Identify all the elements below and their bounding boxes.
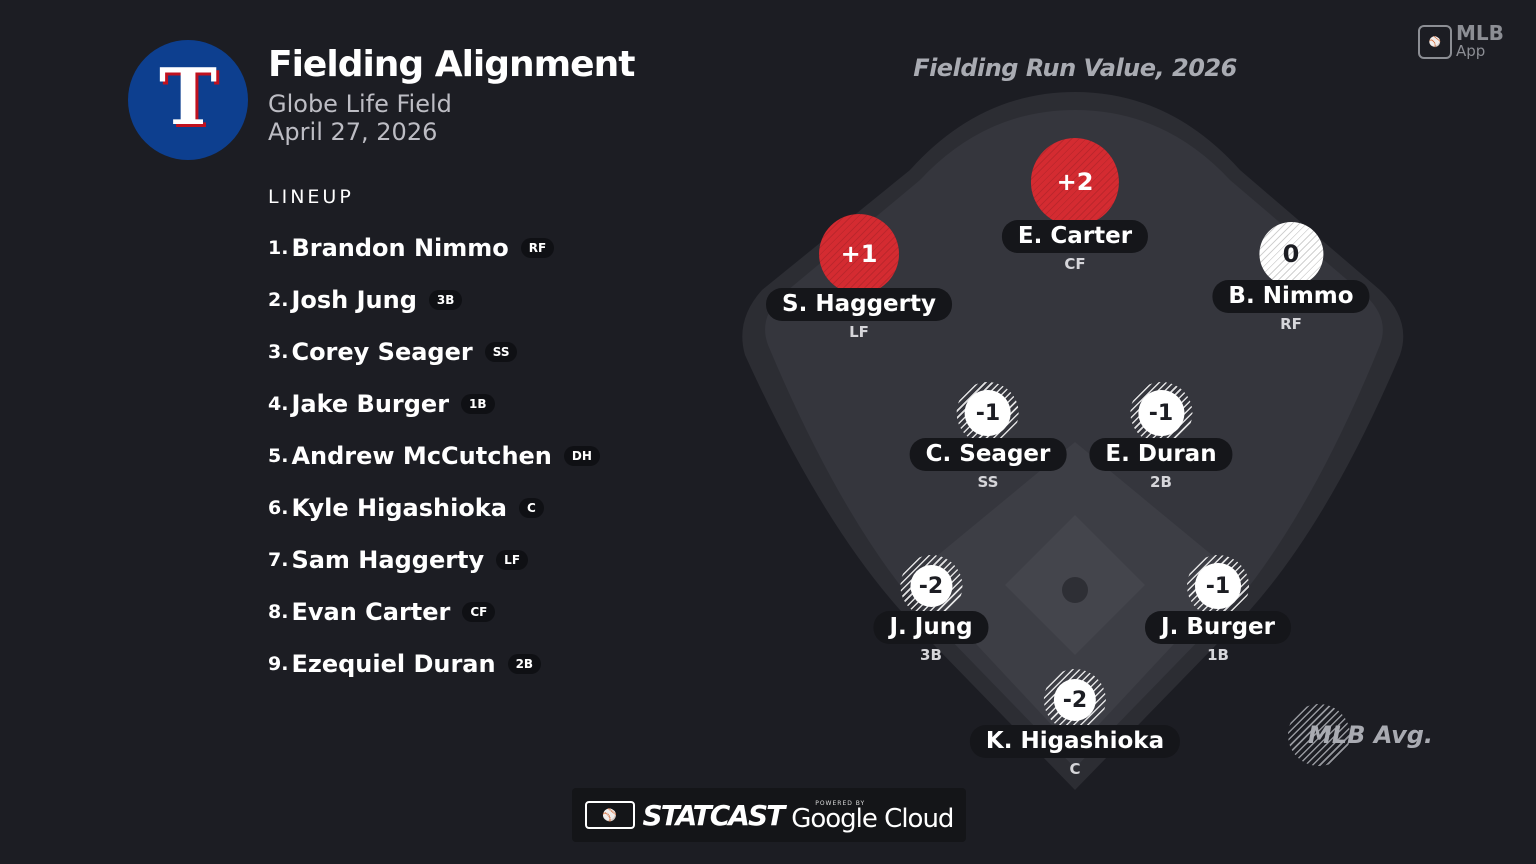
lineup-number: 9. (268, 653, 289, 675)
google-cloud-wordmark: Google Cloud (791, 803, 954, 834)
lineup-list: 1. Brandon Nimmo RF 2. Josh Jung 3B 3. Corey … (268, 222, 600, 690)
run-value: 0 (1282, 240, 1300, 268)
lineup-player-name: Kyle Higashioka (291, 494, 507, 522)
run-value-badge: -1 (965, 390, 1011, 436)
run-value-badge: -2 (1054, 679, 1096, 721)
lineup-position-badge: RF (520, 238, 555, 258)
lineup-position-badge: DH (563, 446, 600, 466)
page-title: Fielding Alignment (268, 44, 635, 85)
lineup-item: 9. Ezequiel Duran 2B (268, 638, 600, 690)
fielder-position: CF (1064, 255, 1086, 273)
fielder-name: B. Nimmo (1212, 280, 1370, 313)
fielder-name: J. Burger (1145, 611, 1291, 644)
fielder-ss: -1 C. Seager SS (909, 382, 1067, 491)
lineup-position-badge: 3B (428, 290, 463, 310)
lineup-position-badge: C (518, 498, 544, 518)
run-value: -2 (918, 573, 944, 599)
lineup-item: 7. Sam Haggerty LF (268, 534, 600, 586)
lineup-player-name: Sam Haggerty (291, 546, 485, 574)
lineup-position-badge: CF (462, 602, 496, 622)
mlb-logo-icon: ⚾ (584, 801, 635, 829)
mlb-app-title: MLB (1456, 21, 1504, 45)
lineup-player-name: Jake Burger (291, 390, 450, 418)
game-date: April 27, 2026 (268, 118, 438, 146)
lineup-player-name: Brandon Nimmo (291, 234, 509, 262)
fielder-cf: +2 E. Carter CF (1001, 138, 1149, 273)
fielder-position: 3B (920, 646, 942, 664)
pitchers-mound (1062, 577, 1088, 603)
lineup-player-name: Josh Jung (291, 286, 417, 314)
lineup-number: 5. (268, 445, 289, 467)
run-value-badge: 0 (1259, 222, 1323, 286)
fielder-position: SS (977, 473, 999, 491)
fielder-name: E. Duran (1089, 438, 1233, 471)
lineup-player-name: Ezequiel Duran (291, 650, 496, 678)
lineup-item: 2. Josh Jung 3B (268, 274, 600, 326)
fielder-position: C (1069, 760, 1081, 778)
lineup-number: 7. (268, 549, 289, 571)
mlb-avg-label: MLB Avg. (1308, 721, 1434, 749)
lineup-position-badge: SS (484, 342, 518, 362)
fielder-position: 2B (1150, 473, 1172, 491)
fielder-name: K. Higashioka (969, 725, 1181, 758)
run-value: -1 (1148, 400, 1174, 426)
run-value: -1 (975, 400, 1001, 426)
fielder-position: RF (1280, 315, 1302, 333)
run-value-badge: +2 (1030, 138, 1119, 226)
lineup-item: 8. Evan Carter CF (268, 586, 600, 638)
fielder-1b: -1 J. Burger 1B (1145, 555, 1291, 664)
fielder-rf: 0 B. Nimmo RF (1212, 222, 1370, 333)
team-logo-letter: T (158, 52, 218, 143)
lineup-number: 6. (268, 497, 289, 519)
lineup-item: 4. Jake Burger 1B (268, 378, 600, 430)
run-value: -2 (1062, 687, 1088, 713)
mlb-avg-legend: MLB Avg. (1288, 704, 1433, 766)
run-value-badge: -2 (909, 565, 952, 607)
mlb-avg-hatch-icon (1288, 704, 1350, 766)
lineup-item: 1. Brandon Nimmo RF (268, 222, 600, 274)
mlb-app-subtitle: App (1456, 42, 1486, 60)
mlb-logo-icon: ⚾ (1418, 25, 1452, 59)
fielder-name: J. Jung (873, 611, 989, 644)
lineup-player-name: Corey Seager (291, 338, 473, 366)
venue-name: Globe Life Field (268, 90, 452, 118)
fielder-3b: -2 J. Jung 3B (873, 555, 989, 664)
field-title: Fielding Run Value, 2026 (913, 54, 1237, 82)
lineup-player-name: Andrew McCutchen (291, 442, 552, 470)
mlb-app-logo: ⚾ MLB App (1418, 21, 1504, 60)
statcast-banner: ⚾ STATCAST POWERED BY Google Cloud (572, 788, 966, 842)
lineup-number: 3. (268, 341, 289, 363)
lineup-player-name: Evan Carter (291, 598, 451, 626)
run-value: +2 (1056, 168, 1094, 196)
fielder-name: E. Carter (1001, 220, 1149, 253)
lineup-number: 2. (268, 289, 289, 311)
run-value: +1 (840, 240, 878, 268)
fielder-name: S. Haggerty (766, 288, 952, 321)
lineup-heading: LINEUP (268, 186, 354, 208)
lineup-number: 1. (268, 237, 289, 259)
lineup-position-badge: 1B (461, 394, 495, 414)
run-value-badge: +1 (819, 214, 899, 294)
fielder-position: 1B (1207, 646, 1229, 664)
fielder-c: -2 K. Higashioka C (969, 669, 1181, 778)
run-value: -1 (1205, 573, 1231, 599)
lineup-position-badge: 2B (507, 654, 542, 674)
lineup-position-badge: LF (496, 550, 529, 570)
powered-by-label: POWERED BY (815, 799, 866, 807)
lineup-item: 5. Andrew McCutchen DH (268, 430, 600, 482)
fielder-name: C. Seager (909, 438, 1067, 471)
fielder-2b: -1 E. Duran 2B (1089, 382, 1233, 491)
statcast-wordmark: STATCAST (642, 798, 786, 832)
fielder-position: LF (849, 323, 869, 341)
run-value-badge: -1 (1137, 390, 1184, 436)
lineup-number: 4. (268, 393, 289, 415)
lineup-item: 3. Corey Seager SS (268, 326, 600, 378)
fielder-lf: +1 S. Haggerty LF (766, 214, 952, 341)
run-value-badge: -1 (1195, 563, 1241, 609)
lineup-item: 6. Kyle Higashioka C (268, 482, 600, 534)
lineup-number: 8. (268, 601, 289, 623)
team-logo: T (128, 40, 248, 160)
